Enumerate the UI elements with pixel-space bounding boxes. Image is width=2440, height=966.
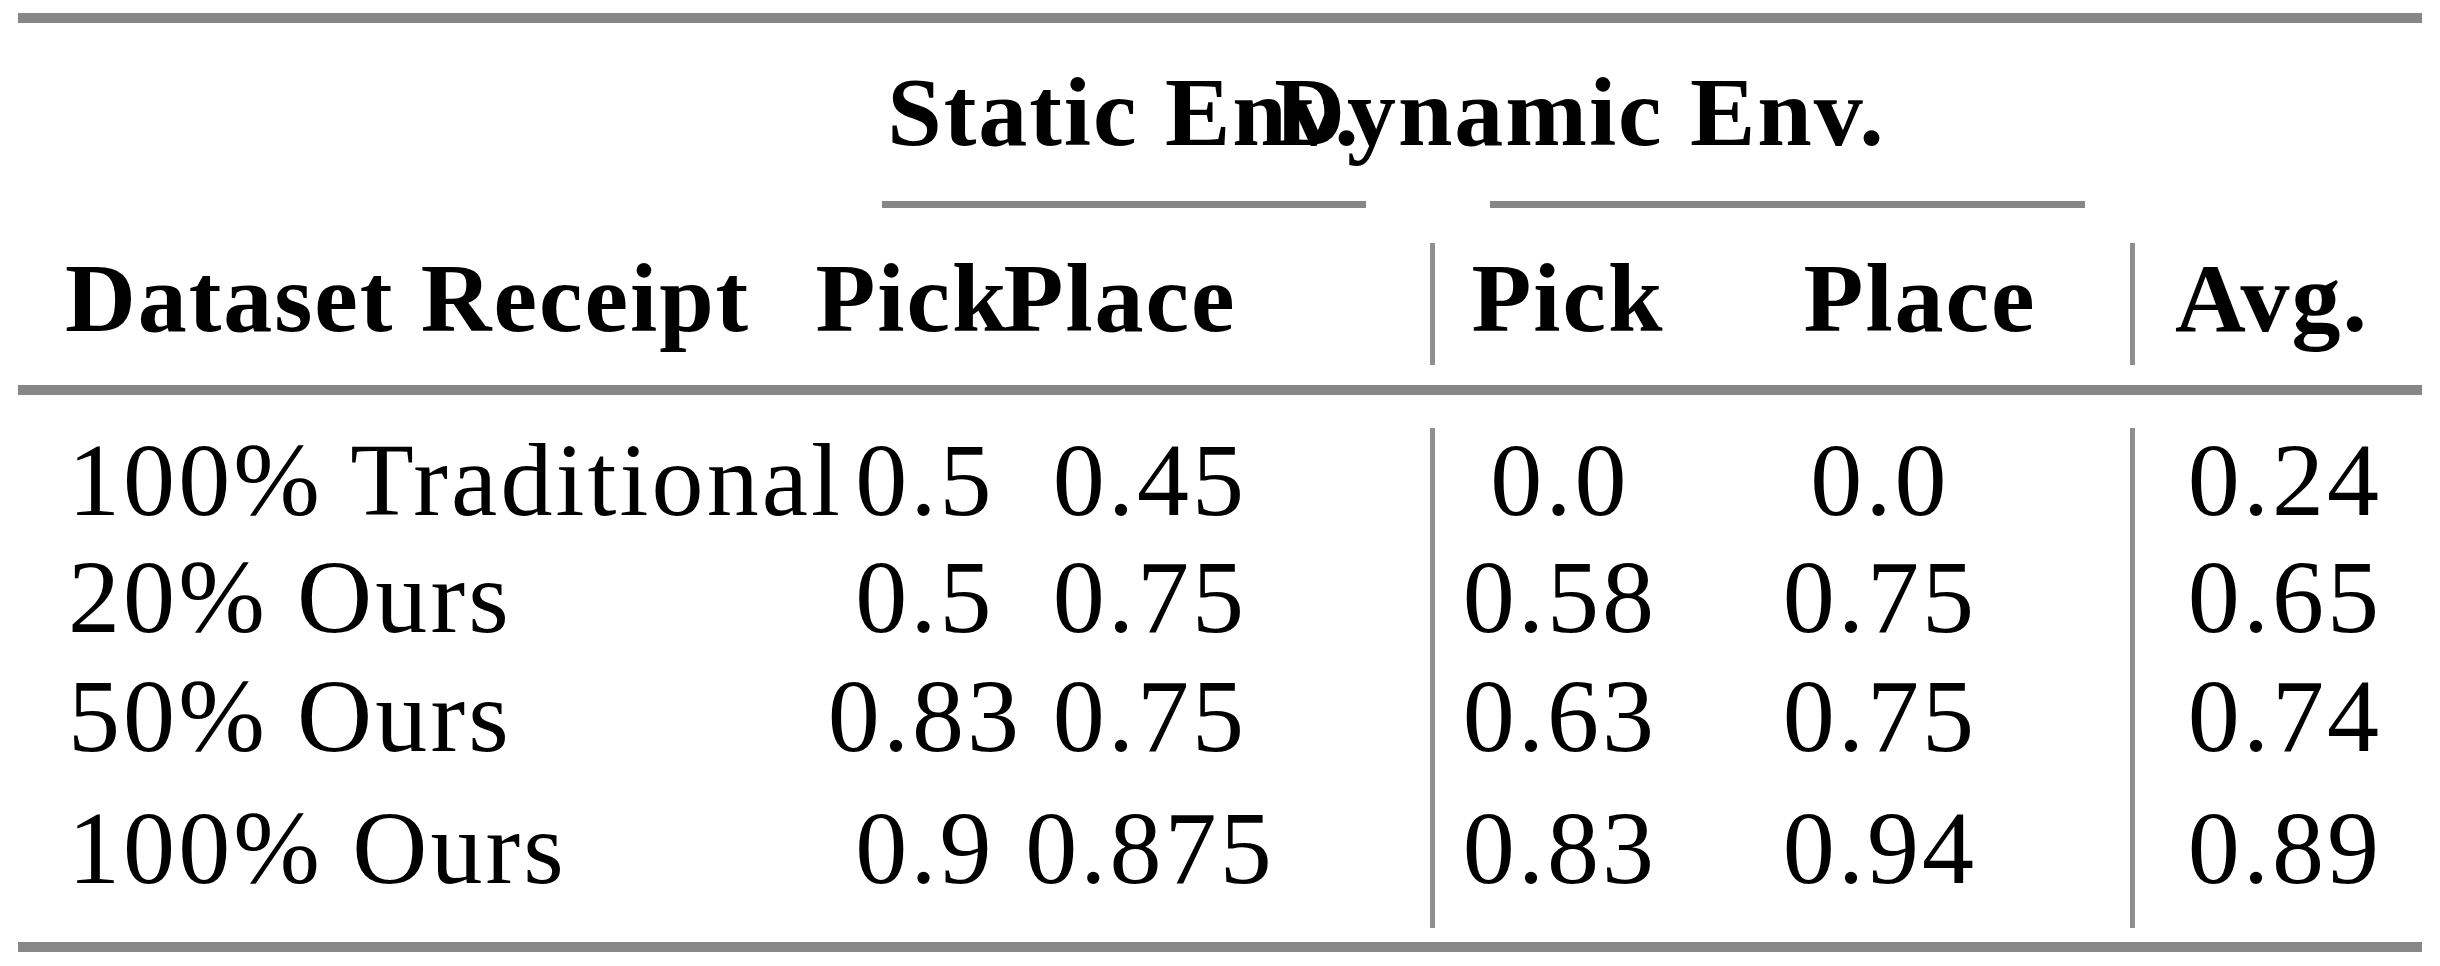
- vertical-separator-1-body: [1430, 428, 1435, 928]
- column-header-static-pick: Pick: [816, 249, 1009, 347]
- column-header-dynamic-place: Place: [1804, 249, 2037, 347]
- cell-r4-avg: 0.89: [2188, 796, 2382, 900]
- cell-r3-dynamic-place: 0.75: [1783, 664, 1977, 768]
- cell-r3-static-place: 0.75: [1053, 664, 1247, 768]
- cell-r4-dynamic-place: 0.94: [1783, 796, 1977, 900]
- vertical-separator-1-header: [1430, 243, 1435, 365]
- row-label-50-ours: 50% Ours: [68, 664, 512, 768]
- cell-r4-static-place: 0.875: [1025, 796, 1275, 900]
- vertical-separator-2-body: [2130, 428, 2135, 928]
- cell-r4-static-pick: 0.9: [855, 796, 994, 900]
- column-header-avg: Avg.: [2175, 249, 2369, 347]
- mid-rule: [18, 385, 2422, 395]
- row-label-100-ours: 100% Ours: [68, 796, 567, 900]
- cell-r1-static-pick: 0.5: [855, 428, 994, 532]
- cell-r1-avg: 0.24: [2188, 428, 2382, 532]
- cell-r2-static-pick: 0.5: [855, 545, 994, 649]
- row-label-20-ours: 20% Ours: [68, 545, 512, 649]
- group-header-dynamic-env: Dynamic Env.: [1274, 63, 1886, 161]
- column-header-dynamic-pick: Pick: [1472, 249, 1665, 347]
- column-header-static-place: Place: [1004, 249, 1237, 347]
- bottom-rule: [18, 942, 2422, 952]
- top-rule: [18, 13, 2422, 23]
- cell-r2-avg: 0.65: [2188, 545, 2382, 649]
- cell-r2-static-place: 0.75: [1053, 545, 1247, 649]
- cell-r1-static-place: 0.45: [1053, 428, 1247, 532]
- cell-r1-dynamic-pick: 0.0: [1490, 428, 1629, 532]
- cell-r3-dynamic-pick: 0.63: [1463, 664, 1657, 768]
- vertical-separator-2-header: [2130, 243, 2135, 365]
- cell-r2-dynamic-pick: 0.58: [1463, 545, 1657, 649]
- cmidrule-dynamic-env: [1490, 201, 2085, 208]
- row-label-100-traditional: 100% Traditional: [68, 428, 843, 532]
- cell-r3-avg: 0.74: [2188, 664, 2382, 768]
- cmidrule-static-env: [882, 201, 1366, 208]
- cell-r2-dynamic-place: 0.75: [1783, 545, 1977, 649]
- column-header-dataset-receipt: Dataset Receipt: [65, 249, 750, 347]
- results-table: Static Env. Dynamic Env. Dataset Receipt…: [0, 0, 2440, 966]
- cell-r4-dynamic-pick: 0.83: [1463, 796, 1657, 900]
- cell-r1-dynamic-place: 0.0: [1810, 428, 1949, 532]
- cell-r3-static-pick: 0.83: [828, 664, 1022, 768]
